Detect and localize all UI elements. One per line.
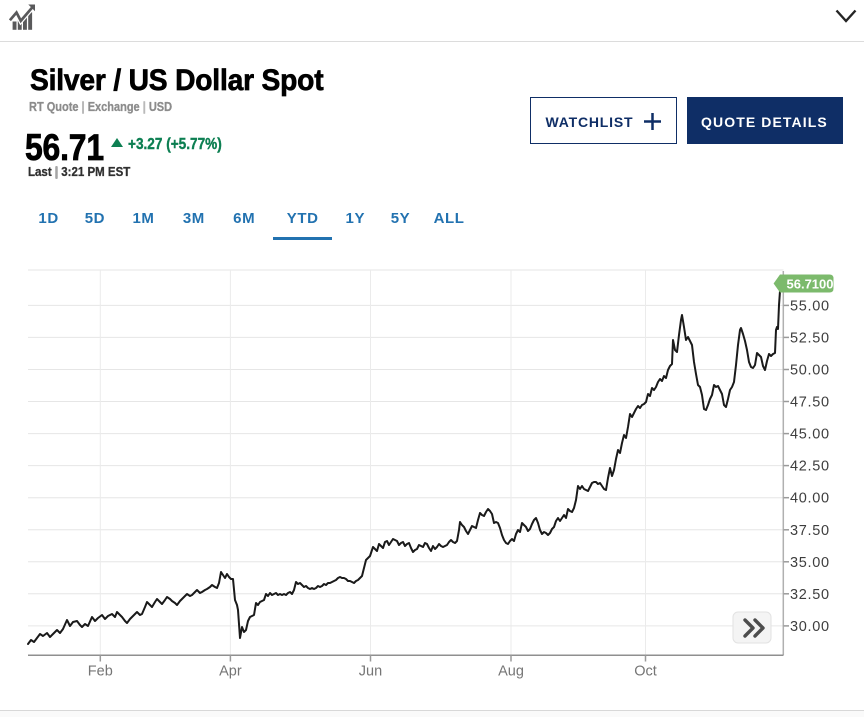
svg-text:Apr: Apr [219,664,242,680]
svg-text:35.00: 35.00 [790,555,830,571]
svg-text:32.50: 32.50 [790,587,830,603]
svg-text:47.50: 47.50 [790,395,830,411]
svg-text:37.50: 37.50 [790,523,830,539]
svg-text:Jun: Jun [359,664,382,680]
svg-text:40.00: 40.00 [790,491,830,507]
svg-text:42.50: 42.50 [790,459,830,475]
svg-text:Oct: Oct [634,664,657,680]
svg-text:55.00: 55.00 [790,298,830,314]
svg-text:45.00: 45.00 [790,427,830,443]
svg-text:Aug: Aug [498,664,524,680]
svg-text:50.00: 50.00 [790,363,830,379]
svg-text:Feb: Feb [88,664,113,680]
svg-text:30.00: 30.00 [790,619,830,635]
svg-text:52.50: 52.50 [790,330,830,346]
svg-text:56.7100: 56.7100 [787,276,834,291]
